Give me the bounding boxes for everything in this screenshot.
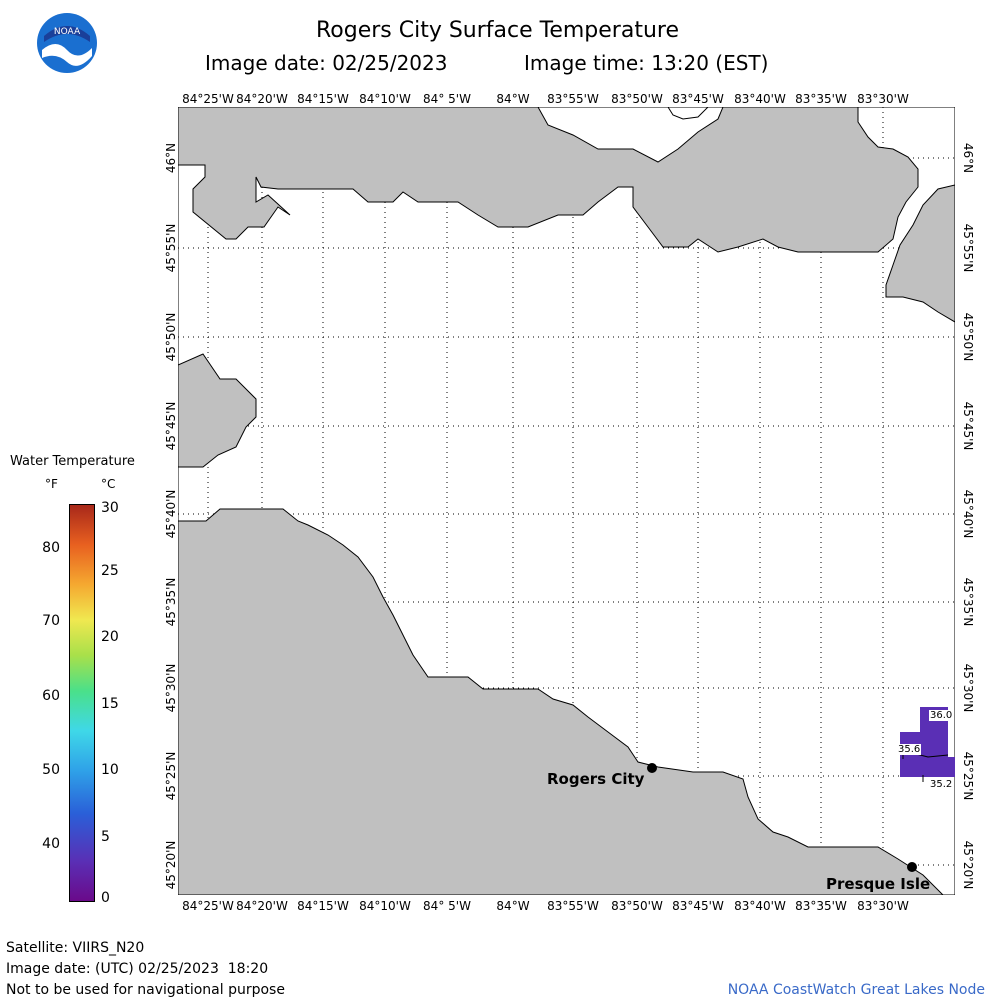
- longitude-label: 83°35'W: [795, 899, 847, 913]
- latitude-label: 45°50'N: [961, 312, 975, 362]
- page-title: Rogers City Surface Temperature: [315, 18, 680, 43]
- longitude-label: 83°30'W: [857, 92, 909, 106]
- latitude-label: 46°N: [961, 142, 975, 174]
- longitude-label: 84°15'W: [297, 899, 349, 913]
- longitude-label: 84°W: [496, 899, 530, 913]
- longitude-label: 83°30'W: [857, 899, 909, 913]
- footer-satellite: Satellite: VIIRS_N20: [6, 940, 145, 956]
- legend-f-tick: 40: [42, 836, 60, 852]
- longitude-label: 84°10'W: [359, 899, 411, 913]
- latitude-label: 45°30'N: [961, 663, 975, 713]
- svg-text:NOAA: NOAA: [54, 27, 81, 37]
- latitude-label: 45°25'N: [164, 751, 178, 801]
- latitude-label: 46°N: [164, 142, 178, 174]
- longitude-label: 83°55'W: [547, 899, 599, 913]
- land-south: [178, 508, 944, 895]
- sst-pixels: [900, 707, 955, 782]
- water-notch-small: [667, 107, 709, 120]
- longitude-label: 84°25'W: [182, 92, 234, 106]
- latitude-label: 45°30'N: [164, 663, 178, 713]
- longitude-label: 84°25'W: [182, 899, 234, 913]
- city-label-presque-isle: Presque Isle: [826, 875, 931, 893]
- longitude-label: 84°10'W: [359, 92, 411, 106]
- longitude-label: 84°20'W: [236, 92, 288, 106]
- longitude-label: 83°40'W: [734, 899, 786, 913]
- latitude-label: 45°35'N: [164, 577, 178, 627]
- legend-f-tick: 80: [42, 540, 60, 556]
- legend-c-tick: 10: [101, 762, 119, 778]
- longitude-label: 84°15'W: [297, 92, 349, 106]
- latitude-label: 45°45'N: [961, 401, 975, 451]
- map-panel: [178, 107, 955, 895]
- legend-c-tick: 15: [101, 696, 119, 712]
- longitude-label: 84° 5'W: [423, 92, 471, 106]
- footer-disclaimer: Not to be used for navigational purpose: [6, 982, 285, 998]
- land-east: [885, 184, 955, 323]
- legend-f-tick: 70: [42, 613, 60, 629]
- latitude-label: 45°40'N: [164, 489, 178, 539]
- longitude-label: 83°50'W: [611, 92, 663, 106]
- latitude-label: 45°40'N: [961, 489, 975, 539]
- land-north: [178, 107, 919, 253]
- latitude-label: 45°20'N: [164, 840, 178, 890]
- latitude-label: 45°55'N: [961, 223, 975, 273]
- noaa-logo-icon: NOAA: [37, 13, 97, 73]
- land-west-bump: [178, 353, 257, 468]
- latitude-label: 45°35'N: [961, 577, 975, 627]
- longitude-label: 84° 5'W: [423, 899, 471, 913]
- legend-c-tick: 0: [101, 890, 110, 906]
- longitude-label: 83°35'W: [795, 92, 847, 106]
- temperature-colorbar: [69, 504, 95, 902]
- image-date: Image date: 02/25/2023: [205, 51, 448, 75]
- longitude-label: 83°55'W: [547, 92, 599, 106]
- sst-value: 35.2: [929, 779, 954, 790]
- city-label-rogers-city: Rogers City: [547, 770, 645, 788]
- legend-c-tick: 20: [101, 629, 119, 645]
- sst-value: 36.0: [929, 710, 954, 721]
- footer-image-date: Image date: (UTC) 02/25/2023 18:20: [6, 961, 269, 977]
- legend-c-tick: 30: [101, 500, 119, 516]
- legend-f-tick: 50: [42, 762, 60, 778]
- latitude-label: 45°25'N: [961, 751, 975, 801]
- longitude-label: 83°40'W: [734, 92, 786, 106]
- legend-unit-f: °F: [45, 477, 58, 491]
- sst-value: 35.6: [897, 744, 922, 755]
- legend-c-tick: 5: [101, 829, 110, 845]
- image-time: Image time: 13:20 (EST): [524, 51, 769, 75]
- city-marker-presque-isle: [907, 862, 917, 872]
- longitude-label: 83°45'W: [672, 899, 724, 913]
- footer-node: NOAA CoastWatch Great Lakes Node: [727, 982, 985, 998]
- latitude-label: 45°45'N: [164, 401, 178, 451]
- city-marker-rogers-city: [647, 763, 657, 773]
- legend-f-tick: 60: [42, 688, 60, 704]
- legend-unit-c: °C: [101, 477, 116, 491]
- legend-c-tick: 25: [101, 563, 119, 579]
- longitude-label: 83°45'W: [672, 92, 724, 106]
- noaa-logo: NOAA: [36, 12, 98, 74]
- latitude-label: 45°50'N: [164, 312, 178, 362]
- latitude-label: 45°20'N: [961, 840, 975, 890]
- longitude-label: 84°20'W: [236, 899, 288, 913]
- water-notch: [537, 107, 724, 163]
- longitude-label: 84°W: [496, 92, 530, 106]
- legend-title: Water Temperature: [10, 454, 135, 469]
- latitude-label: 45°55'N: [164, 223, 178, 273]
- longitude-label: 83°50'W: [611, 899, 663, 913]
